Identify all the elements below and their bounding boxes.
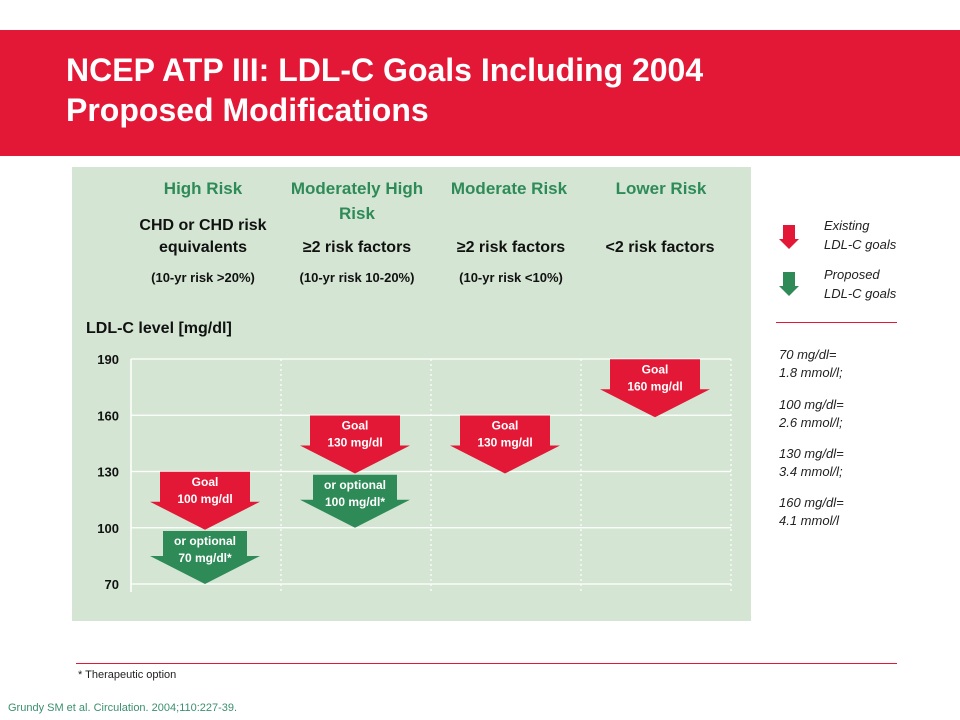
goal-label: 70 mg/dl* [178,551,232,565]
column-range-high-risk: (10-yr risk >20%) [151,270,255,285]
y-tick-label: 130 [97,465,119,480]
y-tick-labels: 190 160 130 100 70 [97,352,119,592]
title-line-1: NCEP ATP III: LDL-C Goals Including 2004 [66,52,704,88]
proposed-goal-legend-icon [779,272,799,296]
y-axis-label: LDL-C level [mg/dl] [86,320,232,337]
goal-label: 160 mg/dl [627,379,682,393]
page-title: NCEP ATP III: LDL-C Goals Including 2004… [66,50,926,130]
y-tick-label: 100 [97,521,119,536]
column-range-moderately-high-risk: (10-yr risk 10-20%) [299,270,415,285]
existing-goal-legend-icon [779,225,799,249]
goal-label: 100 mg/dl [177,492,232,506]
column-title-moderate-risk: Moderate Risk [450,179,568,198]
goal-label: or optional [174,534,236,548]
column-title-high-risk: High Risk [163,179,243,198]
goal-label: Goal [492,419,519,433]
legend-proposed-label: Proposed LDL-C goals [824,267,897,301]
goal-label: 130 mg/dl [327,436,382,450]
goal-label: or optional [324,478,386,492]
existing-goal-arrow [600,359,710,418]
y-tick-label: 190 [97,352,119,367]
conversion-160: 160 mg/dl= 4.1 mmol/l [779,495,844,528]
chart-grid [130,358,732,592]
column-desc-moderate-risk: ≥2 risk factors [456,239,566,256]
title-banner [0,30,960,156]
title-line-2: Proposed Modifications [66,92,429,128]
citation: Grundy SM et al. Circulation. 2004;110:2… [8,702,238,714]
y-tick-label: 70 [105,577,119,592]
column-title-moderately-high-risk: Moderately High Risk [290,179,424,223]
legend-existing-label: Existing LDL-C goals [824,218,897,252]
column-desc-high-risk: CHD or CHD risk equivalents [139,217,267,256]
proposed-goal-arrow [150,531,260,584]
column-desc-lower-risk: <2 risk factors [605,239,715,256]
goal-label: Goal [192,475,219,489]
goal-arrows: or optional 70 mg/dl* or optional 100 mg/dl… [150,359,710,584]
column-title-lower-risk: Lower Risk [615,179,707,198]
footnote-divider [76,663,897,664]
legend-divider [776,322,897,323]
column-desc-moderately-high-risk: ≥2 risk factors [302,239,412,256]
existing-goal-arrow [450,415,560,474]
y-tick-label: 160 [97,408,119,423]
goal-label: 130 mg/dl [477,436,532,450]
conversion-70: 70 mg/dl= 1.8 mmol/l; [779,347,843,380]
proposed-goal-arrow [300,474,410,528]
conversion-130: 130 mg/dl= 3.4 mmol/l; [779,446,844,479]
goal-label: Goal [642,362,669,376]
footnote: * Therapeutic option [78,669,177,681]
column-range-moderate-risk: (10-yr risk <10%) [459,270,563,285]
conversion-100: 100 mg/dl= 2.6 mmol/l; [779,397,844,430]
goal-label: Goal [342,419,369,433]
existing-goal-arrow [150,471,260,530]
existing-goal-arrow [300,415,410,474]
goal-label: 100 mg/dl* [325,495,385,509]
